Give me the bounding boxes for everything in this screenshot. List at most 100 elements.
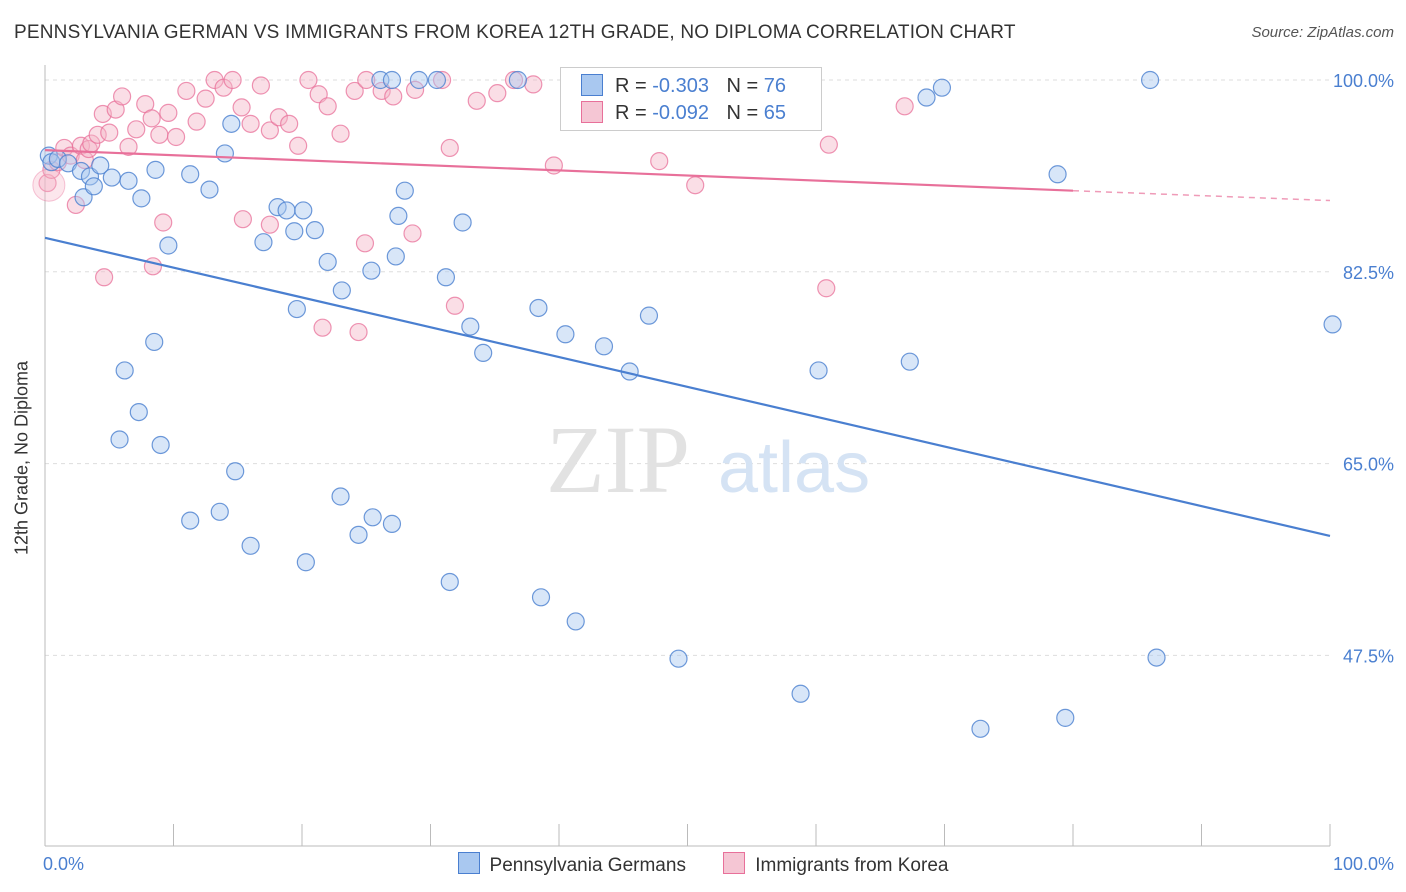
penn-german-point bbox=[119, 171, 138, 190]
korea-point bbox=[280, 114, 299, 133]
korea-point bbox=[405, 80, 425, 99]
legend-swatch-blue bbox=[581, 74, 603, 96]
penn-german-point bbox=[556, 325, 575, 344]
chart-title: PENNSYLVANIA GERMAN VS IMMIGRANTS FROM K… bbox=[14, 22, 1016, 43]
legend-swatch-pink bbox=[723, 852, 746, 874]
korea-point bbox=[260, 121, 279, 140]
penn-german-points bbox=[39, 70, 1342, 738]
korea-point bbox=[504, 70, 524, 90]
korea-point bbox=[196, 89, 215, 108]
penn-german-point bbox=[566, 612, 585, 631]
stats-row-penn-german: R = -0.303 N = 76 bbox=[581, 74, 786, 100]
penn-german-point bbox=[285, 222, 304, 241]
r-value: -0.303 bbox=[652, 75, 709, 97]
penn-german-point bbox=[102, 168, 121, 187]
penn-german-point bbox=[277, 201, 296, 220]
penn-german-point bbox=[971, 719, 990, 738]
penn-german-point bbox=[1147, 648, 1166, 667]
penn-german-point bbox=[382, 514, 402, 533]
penn-german-point bbox=[382, 70, 402, 90]
legend-item-korea[interactable]: Immigrants from Korea bbox=[723, 852, 948, 877]
penn-german-point bbox=[389, 206, 408, 226]
penn-german-point bbox=[395, 181, 414, 200]
watermark-atlas: atlas bbox=[718, 428, 870, 508]
korea-point bbox=[95, 268, 114, 287]
penn-german-point bbox=[331, 487, 350, 506]
n-value: 76 bbox=[763, 75, 787, 97]
penn-german-point bbox=[474, 343, 493, 363]
tick-labels: 47.5% 65.0% 82.5% 100.0% 0.0% 100.0% bbox=[43, 71, 1394, 874]
penn-german-point bbox=[254, 233, 273, 252]
penn-german-point bbox=[917, 88, 936, 107]
penn-german-point bbox=[200, 180, 219, 199]
korea-point bbox=[289, 136, 308, 155]
korea-trend-line bbox=[44, 149, 1074, 192]
gridlines bbox=[45, 79, 1330, 656]
penn-german-point bbox=[294, 201, 313, 220]
korea-point bbox=[318, 97, 337, 116]
korea-point bbox=[357, 70, 376, 90]
n-label: N = bbox=[726, 102, 759, 124]
korea-trend-extension bbox=[1072, 189, 1331, 202]
korea-point bbox=[166, 127, 186, 147]
penn-german-point bbox=[531, 588, 551, 607]
korea-point bbox=[345, 81, 364, 101]
korea-point bbox=[349, 322, 368, 342]
stats-row-korea: R = -0.092 N = 65 bbox=[581, 101, 786, 127]
penn-german-point bbox=[363, 508, 382, 527]
axes bbox=[44, 65, 1331, 847]
korea-point bbox=[432, 70, 452, 90]
korea-point bbox=[331, 124, 350, 143]
korea-point bbox=[177, 81, 196, 101]
penn-german-point bbox=[181, 511, 200, 530]
penn-german-point bbox=[296, 553, 315, 572]
korea-point bbox=[650, 152, 669, 171]
korea-point bbox=[150, 125, 169, 144]
series-legend: Pennsylvania Germans Immigrants from Kor… bbox=[0, 852, 1406, 877]
korea-point bbox=[187, 112, 206, 131]
penn-german-point bbox=[222, 114, 241, 133]
penn-german-point bbox=[669, 649, 688, 668]
penn-german-point bbox=[386, 247, 405, 266]
penn-german-point bbox=[181, 165, 200, 184]
penn-german-point bbox=[151, 435, 170, 455]
korea-point bbox=[66, 195, 85, 215]
legend-label: Pennsylvania Germans bbox=[489, 855, 686, 876]
korea-point bbox=[313, 318, 332, 337]
penn-german-point bbox=[508, 70, 527, 90]
korea-point bbox=[223, 70, 242, 90]
korea-point bbox=[403, 224, 422, 243]
penn-german-point bbox=[900, 352, 919, 371]
penn-german-point bbox=[71, 161, 91, 181]
penn-german-point bbox=[215, 144, 234, 163]
r-label: R = bbox=[615, 102, 647, 124]
penn-german-point bbox=[305, 221, 324, 240]
y-tick-label: 100.0% bbox=[1333, 71, 1394, 91]
penn-german-point bbox=[146, 160, 165, 179]
n-value: 65 bbox=[763, 102, 787, 124]
source-label: Source: ZipAtlas.com bbox=[1251, 24, 1394, 41]
korea-point bbox=[260, 215, 279, 234]
korea-point bbox=[384, 87, 403, 106]
korea-point bbox=[233, 210, 252, 229]
korea-point bbox=[127, 120, 146, 139]
korea-point-cluster bbox=[32, 168, 66, 202]
legend-item-penn-german[interactable]: Pennsylvania Germans bbox=[457, 852, 686, 877]
y-tick-label: 47.5% bbox=[1343, 646, 1394, 666]
penn-german-point bbox=[132, 189, 151, 208]
penn-german-point bbox=[639, 306, 659, 325]
y-axis-label: 12th Grade, No Diploma bbox=[11, 360, 32, 556]
korea-points bbox=[32, 70, 914, 342]
korea-point bbox=[819, 135, 838, 154]
penn-german-point bbox=[436, 268, 456, 287]
y-tick-label: 65.0% bbox=[1343, 455, 1394, 475]
korea-point bbox=[488, 84, 507, 103]
korea-point bbox=[440, 138, 459, 158]
korea-point bbox=[524, 75, 543, 94]
penn-german-point bbox=[115, 361, 134, 380]
r-label: R = bbox=[615, 75, 647, 97]
korea-point bbox=[142, 109, 161, 128]
korea-point bbox=[355, 234, 375, 253]
korea-point bbox=[817, 279, 836, 298]
